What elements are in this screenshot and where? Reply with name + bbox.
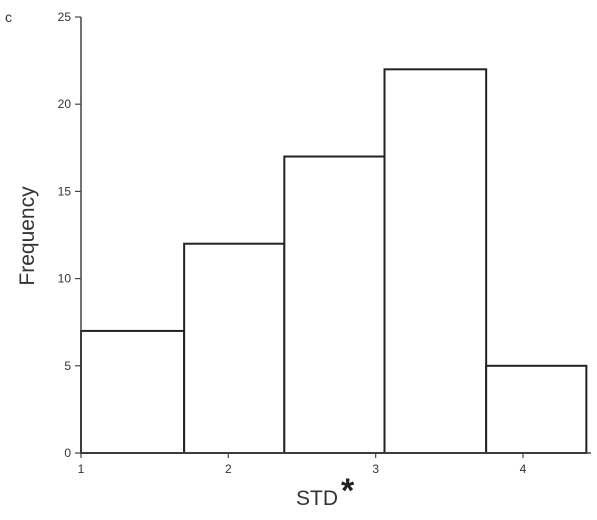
panel-label: c — [5, 9, 12, 25]
histogram-bar-4 — [383, 68, 488, 454]
histogram-bar-3 — [283, 155, 386, 455]
x-tick-label: 4 — [520, 462, 527, 476]
histogram-bar-1 — [80, 329, 186, 455]
x-tick-label: 3 — [372, 462, 379, 476]
y-tick-label: 5 — [64, 359, 71, 373]
x-tick-label: 2 — [225, 462, 232, 476]
histogram-bar-2 — [183, 242, 286, 454]
y-tick-label: 10 — [58, 272, 72, 286]
x-axis-title: STD — [296, 487, 338, 510]
y-tick-label: 20 — [58, 97, 72, 111]
x-tick-label: 1 — [78, 462, 85, 476]
ticks-layer: 0 5 10 15 20 25 1 2 3 4 — [58, 10, 527, 476]
y-tick-label: 15 — [58, 184, 72, 198]
y-tick-label: 0 — [64, 446, 71, 460]
histogram-bar-5 — [485, 364, 588, 454]
axes-layer — [80, 17, 591, 454]
y-axis-title: Frequency — [16, 186, 39, 286]
y-tick-label: 25 — [58, 10, 72, 24]
bars-layer — [80, 68, 588, 455]
x-axis-title-asterisk: * — [341, 472, 355, 510]
